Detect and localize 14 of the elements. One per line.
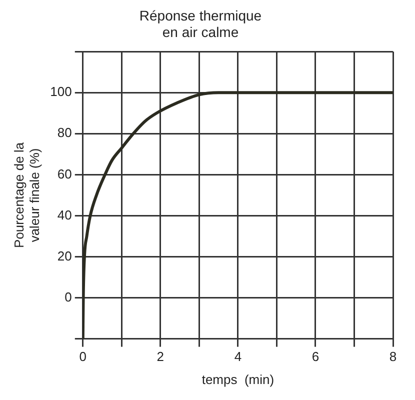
chart-title: Réponse thermique en air calme [139,7,262,40]
x-tick-label: 6 [312,349,320,364]
x-tick-label: 0 [79,349,87,364]
x-tick-label: 8 [389,349,397,364]
y-axis-title: Pourcentage de la valeur finale (%) [11,142,42,248]
x-tick-label: 2 [156,349,164,364]
y-tick-label: 60 [57,166,72,182]
x-axis-title: temps (min) [202,372,274,387]
y-tick-label: 40 [57,207,72,222]
y-tick-label: 20 [57,248,72,264]
y-tick-label: 0 [64,289,72,304]
x-tick-label: 4 [234,349,242,364]
y-tick-label: 80 [57,125,72,140]
y-tick-label: 100 [50,84,72,100]
